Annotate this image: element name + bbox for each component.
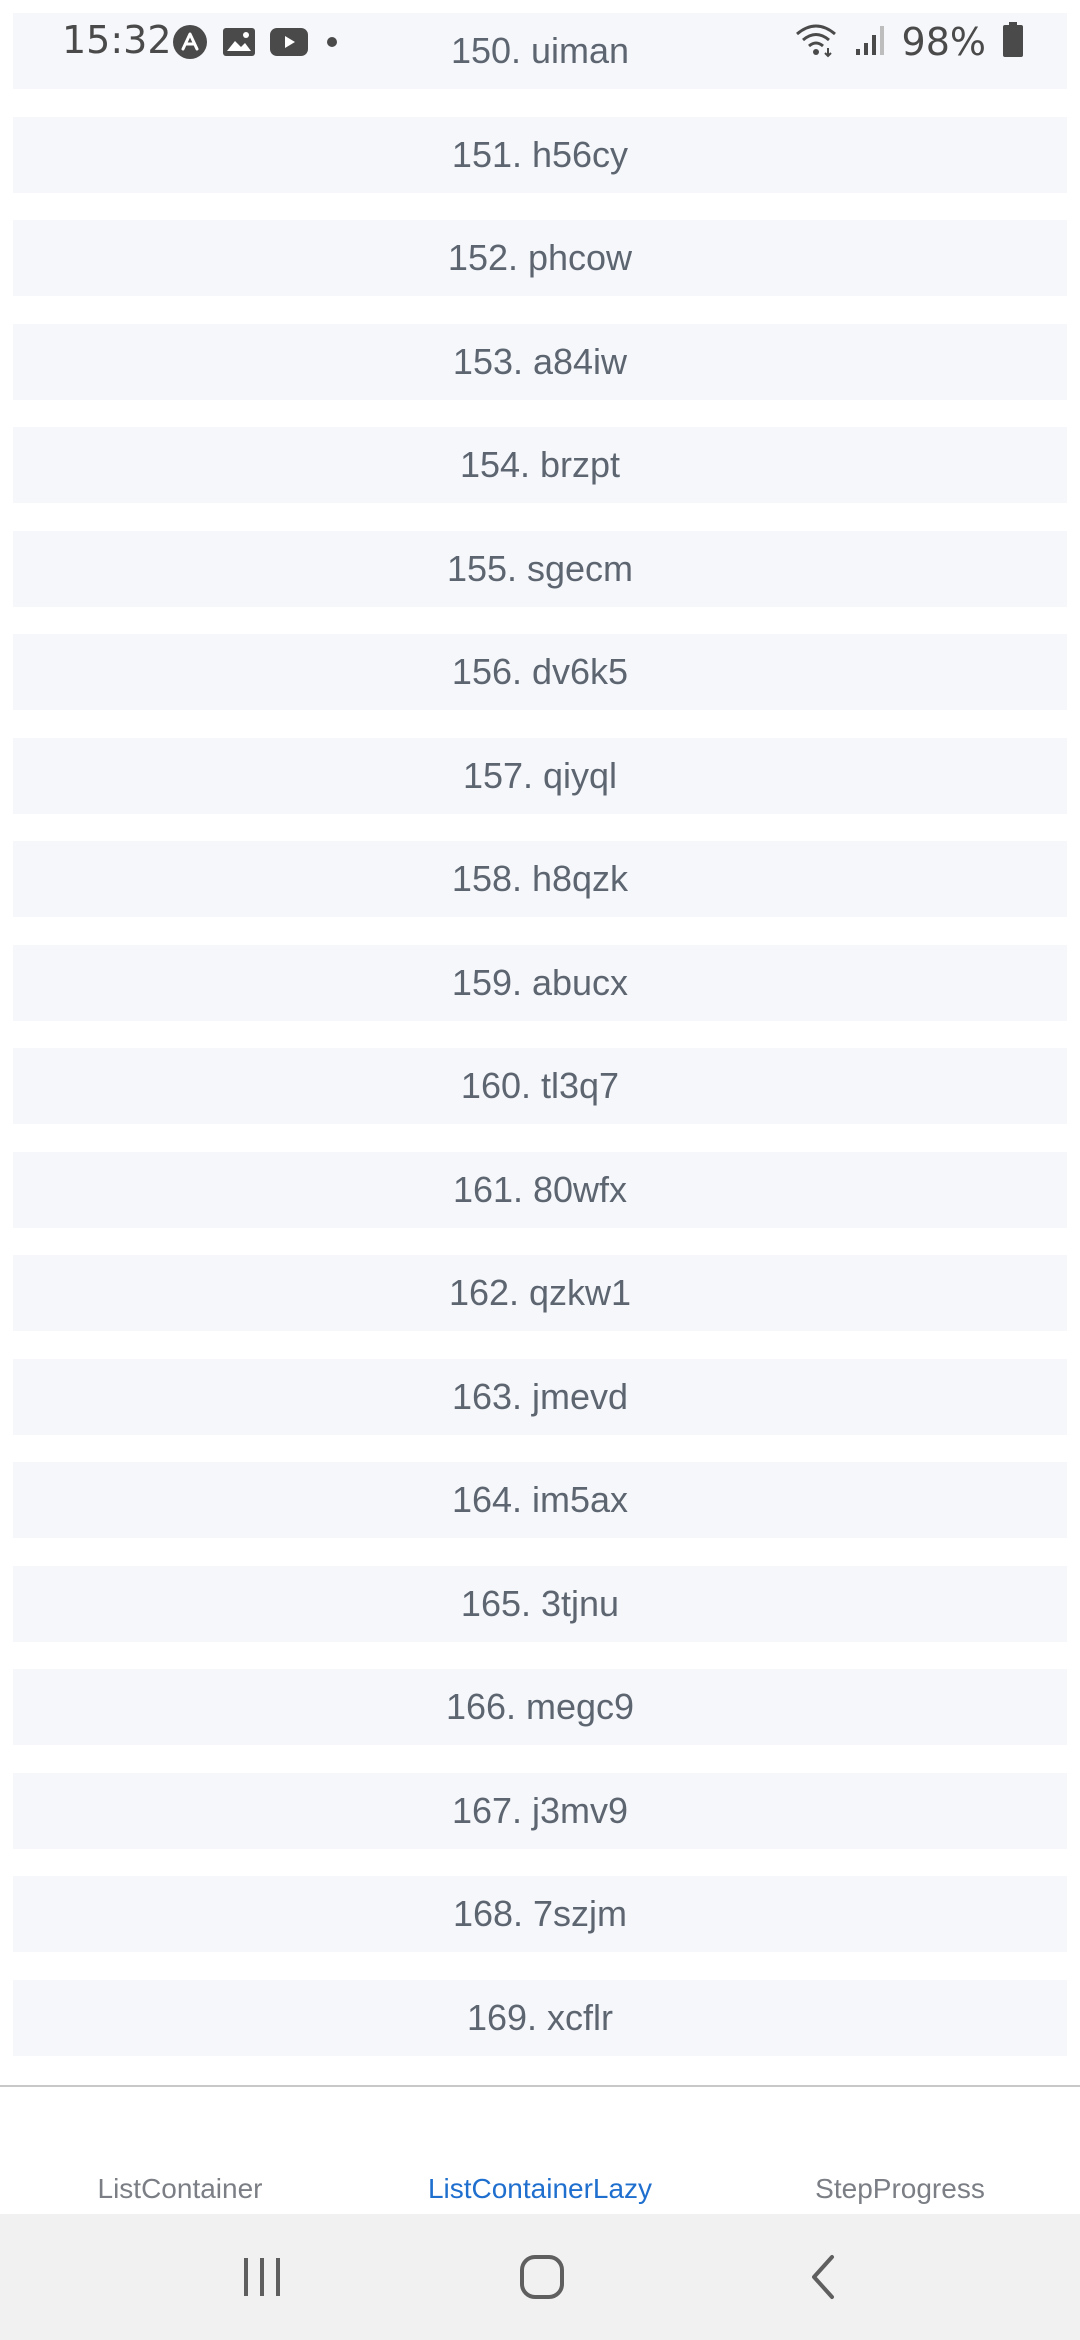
- gallery-icon: [222, 27, 256, 61]
- list-item-label: 150. uiman: [450, 30, 630, 71]
- list-item[interactable]: 154. brzpt: [13, 427, 1067, 503]
- list-item[interactable]: 153. a84iw: [13, 324, 1067, 400]
- youtube-icon: [270, 28, 308, 60]
- list-container[interactable]: 150. uiman 151. h56cy 152. phcow 153. a84iw…: [0, 0, 1080, 2085]
- list-item-label: 157. qiyql: [462, 755, 618, 796]
- list-item[interactable]: 155. sgecm: [13, 531, 1067, 607]
- dot-icon: [322, 32, 342, 56]
- list-item-label: 159. abucx: [451, 962, 629, 1003]
- list-item[interactable]: 152. phcow: [13, 220, 1067, 296]
- list-item[interactable]: 167. j3mv9: [13, 1773, 1067, 1849]
- list-item-label: 167. j3mv9: [451, 1790, 629, 1831]
- tab-list-container-lazy[interactable]: ListContainerLazy: [427, 2173, 653, 2204]
- list-item[interactable]: 166. megc9: [13, 1669, 1067, 1745]
- list-item-label: 165. 3tjnu: [460, 1583, 620, 1624]
- list-item-label: 163. jmevd: [451, 1376, 629, 1417]
- home-button[interactable]: [502, 2242, 582, 2312]
- list-item-label: 155. sgecm: [446, 548, 634, 589]
- back-button[interactable]: [784, 2242, 864, 2312]
- list-item-label: 161. 80wfx: [452, 1169, 628, 1210]
- notification-icons: [172, 24, 342, 64]
- list-item-label: 168. 7szjm: [452, 1893, 628, 1934]
- tab-step-progress[interactable]: StepProgress: [815, 2173, 985, 2204]
- list-item[interactable]: 162. qzkw1: [13, 1255, 1067, 1331]
- app-a-icon: [172, 24, 208, 64]
- tab-list-container[interactable]: ListContainer: [97, 2173, 263, 2204]
- system-nav-bar: [0, 2214, 1080, 2340]
- recent-apps-icon: [244, 2258, 280, 2296]
- list-item[interactable]: 161. 80wfx: [13, 1152, 1067, 1228]
- list-item-label: 166. megc9: [445, 1686, 635, 1727]
- status-bar: 15:32: [0, 0, 1080, 84]
- back-icon: [812, 2255, 834, 2299]
- list-item-label: 153. a84iw: [452, 341, 628, 382]
- recent-apps-button[interactable]: [222, 2242, 302, 2312]
- list-item[interactable]: 156. dv6k5: [13, 634, 1067, 710]
- list-item[interactable]: 157. qiyql: [13, 738, 1067, 814]
- list-item[interactable]: 169. xcflr: [13, 1980, 1067, 2056]
- battery-icon: [1002, 22, 1024, 62]
- list-item[interactable]: 160. tl3q7: [13, 1048, 1067, 1124]
- system-icons: 98%: [794, 20, 1024, 64]
- list-item-label: 158. h8qzk: [451, 858, 629, 899]
- home-icon: [520, 2255, 564, 2299]
- list-item-label: 162. qzkw1: [448, 1272, 632, 1313]
- list-item[interactable]: 159. abucx: [13, 945, 1067, 1021]
- list-item-label: 156. dv6k5: [451, 651, 629, 692]
- list-item[interactable]: 163. jmevd: [13, 1359, 1067, 1435]
- list-item-label: 154. brzpt: [459, 444, 621, 485]
- list-item-label: 169. xcflr: [466, 1997, 614, 2038]
- signal-icon: [854, 23, 886, 61]
- list-item-label: 151. h56cy: [451, 134, 629, 175]
- tab-bar-divider: [0, 2085, 1080, 2087]
- list-item[interactable]: 158. h8qzk: [13, 841, 1067, 917]
- battery-percentage: 98%: [901, 20, 986, 64]
- list-item[interactable]: 164. im5ax: [13, 1462, 1067, 1538]
- wifi-icon: [794, 22, 838, 62]
- list-item-label: 164. im5ax: [451, 1479, 629, 1520]
- list-item-label: 152. phcow: [447, 237, 633, 278]
- list-item-label: 160. tl3q7: [460, 1065, 620, 1106]
- status-time: 15:32: [62, 18, 172, 62]
- list-item[interactable]: 151. h56cy: [13, 117, 1067, 193]
- list-item[interactable]: 168. 7szjm: [13, 1876, 1067, 1952]
- list-item[interactable]: 165. 3tjnu: [13, 1566, 1067, 1642]
- bottom-tab-bar: ListContainer ListContainerLazy StepProg…: [0, 2087, 1080, 2214]
